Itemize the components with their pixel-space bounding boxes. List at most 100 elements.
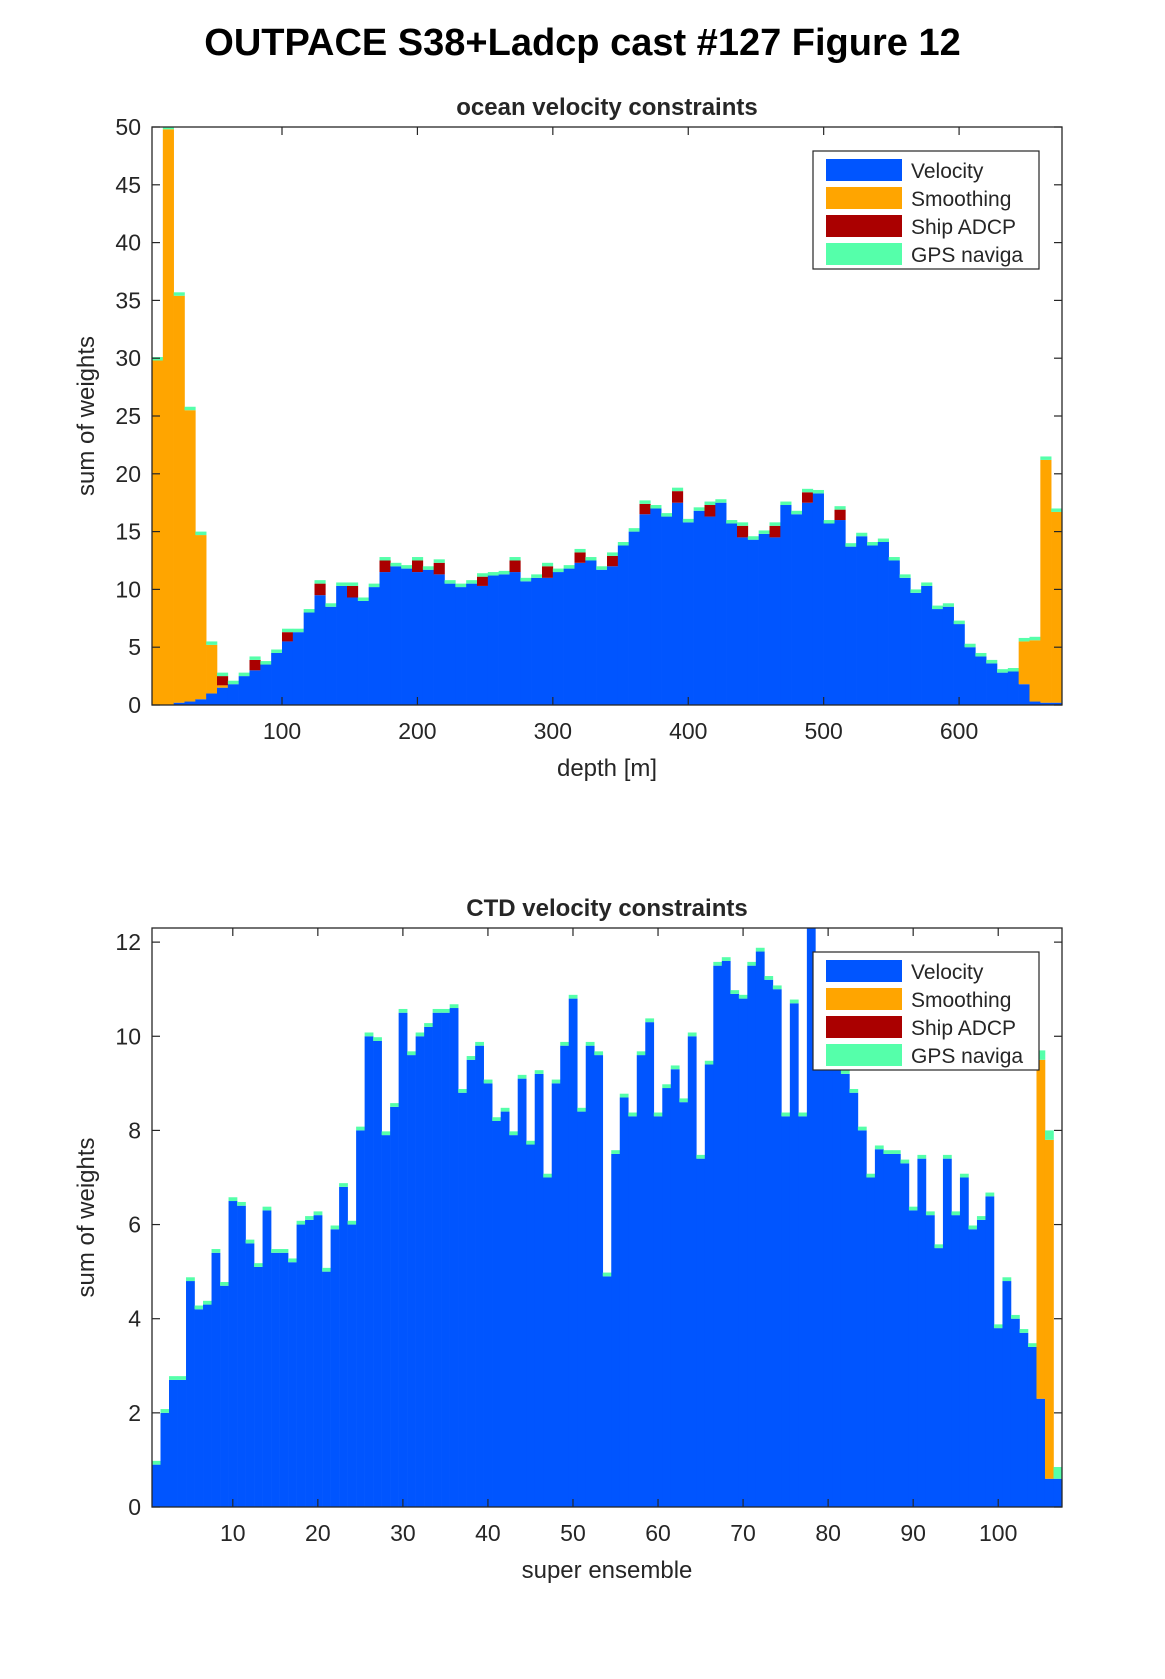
y-tick-label: 35 xyxy=(115,287,141,313)
bar-gps-naviga xyxy=(679,1098,689,1103)
bar-velocity xyxy=(925,1215,935,1507)
bar-ship-adcp xyxy=(412,560,424,573)
bar-ship-adcp xyxy=(347,585,359,598)
bar-velocity xyxy=(687,1036,697,1507)
bar-smoothing xyxy=(1018,641,1030,685)
bar-velocity xyxy=(772,989,782,1507)
bar-gps-naviga xyxy=(769,522,781,526)
bar-smoothing xyxy=(1029,640,1041,702)
bar-velocity xyxy=(585,560,597,705)
y-tick-label: 45 xyxy=(115,172,141,198)
bar-gps-naviga xyxy=(594,1051,604,1056)
bar-velocity xyxy=(639,514,651,705)
bar-gps-naviga xyxy=(330,1225,340,1230)
bar-velocity xyxy=(551,1083,561,1507)
bar-gps-naviga xyxy=(424,1023,433,1027)
bar-gps-naviga xyxy=(834,506,846,510)
bar-gps-naviga xyxy=(249,656,261,660)
chart-title: ocean velocity constraints xyxy=(456,94,757,121)
bar-gps-naviga xyxy=(169,1376,178,1380)
bar-velocity xyxy=(475,1045,484,1507)
bar-gps-naviga xyxy=(260,661,272,665)
bar-velocity xyxy=(271,652,283,705)
bar-gps-naviga xyxy=(160,1409,170,1413)
panel-1: 100 200 300 400 500 600 0 5 10 15 20 25 30 35 40 45 50 oc… xyxy=(73,94,1063,782)
x-tick-label: 200 xyxy=(398,718,436,744)
bar-gps-naviga xyxy=(636,1051,646,1056)
bar-gps-naviga xyxy=(758,530,770,534)
bar-gps-naviga xyxy=(976,1216,986,1220)
bar-gps-naviga xyxy=(531,574,543,578)
legend-swatch-velocity xyxy=(826,960,902,982)
bar-gps-naviga xyxy=(441,1008,450,1013)
bar-gps-naviga xyxy=(466,1056,476,1060)
bar-velocity xyxy=(542,577,554,705)
bar-velocity xyxy=(498,574,510,705)
bar-velocity xyxy=(1007,671,1019,705)
bar-velocity xyxy=(390,1106,399,1507)
x-tick-label: 100 xyxy=(979,1520,1017,1546)
legend-label-gps-naviga: GPS naviga xyxy=(911,1045,1023,1068)
bar-gps-naviga xyxy=(220,1281,229,1286)
bar-velocity xyxy=(577,1111,587,1507)
x-tick-label: 50 xyxy=(560,1520,586,1546)
bar-velocity xyxy=(433,574,445,705)
bar-velocity xyxy=(574,562,586,705)
bar-gps-naviga xyxy=(1044,1130,1054,1140)
y-tick-label: 8 xyxy=(128,1117,141,1143)
bar-velocity xyxy=(653,1116,663,1507)
bar-gps-naviga xyxy=(1027,1343,1037,1347)
bar-gps-naviga xyxy=(449,1004,459,1009)
bar-velocity xyxy=(177,1379,187,1507)
bar-gps-naviga xyxy=(747,961,757,966)
bar-velocity xyxy=(211,1252,221,1507)
bar-velocity xyxy=(921,585,933,705)
bar-velocity xyxy=(661,516,673,705)
bar-velocity xyxy=(260,664,272,705)
bar-gps-naviga xyxy=(856,532,868,537)
bar-gps-naviga xyxy=(305,1216,314,1220)
bar-velocity xyxy=(823,1055,833,1507)
bar-gps-naviga xyxy=(509,557,521,561)
bar-velocity xyxy=(466,1059,476,1507)
bar-gps-naviga xyxy=(764,976,774,980)
bar-gps-naviga xyxy=(650,505,662,509)
bar-velocity xyxy=(422,569,434,705)
panel-2: 10 20 30 40 50 60 70 80 90 100 0 2 4 6 8 10 12 CTD veloci… xyxy=(73,895,1063,1584)
bar-gps-naviga xyxy=(237,1201,246,1206)
bar-gps-naviga xyxy=(458,1088,467,1093)
y-tick-label: 4 xyxy=(128,1306,141,1332)
bar-velocity xyxy=(985,1196,995,1507)
legend-label-ship-adcp: Ship ADCP xyxy=(911,216,1016,239)
bar-gps-naviga xyxy=(721,957,731,961)
bar-velocity xyxy=(534,1073,544,1507)
bar-gps-naviga xyxy=(696,1154,706,1159)
bar-velocity xyxy=(552,572,564,705)
bar-velocity xyxy=(357,600,369,705)
bar-gps-naviga xyxy=(500,1107,510,1112)
bar-gps-naviga xyxy=(715,499,727,503)
bar-gps-naviga xyxy=(568,994,578,999)
bar-ship-adcp xyxy=(607,555,619,567)
bar-gps-naviga xyxy=(953,620,965,625)
bar-smoothing xyxy=(152,360,164,705)
bar-velocity xyxy=(279,1252,289,1507)
bar-velocity xyxy=(336,585,348,705)
bar-velocity xyxy=(662,1088,672,1507)
legend: Velocity Smoothing Ship ADCP GPS naviga xyxy=(812,150,1040,270)
bar-velocity xyxy=(262,1210,272,1507)
bar-gps-naviga xyxy=(296,1220,306,1225)
bar-gps-naviga xyxy=(407,1051,416,1056)
bar-velocity xyxy=(815,1069,825,1507)
bar-gps-naviga xyxy=(498,570,510,575)
bar-velocity xyxy=(412,572,424,705)
bar-gps-naviga xyxy=(993,1324,1003,1329)
bar-velocity xyxy=(1002,1281,1012,1507)
bar-gps-naviga xyxy=(781,1112,791,1117)
bar-gps-naviga xyxy=(908,1206,918,1211)
bar-gps-naviga xyxy=(526,1140,536,1145)
bar-gps-naviga xyxy=(737,522,749,526)
bar-velocity xyxy=(152,1464,161,1507)
bar-gps-naviga xyxy=(891,1150,901,1154)
bar-gps-naviga xyxy=(617,542,629,546)
